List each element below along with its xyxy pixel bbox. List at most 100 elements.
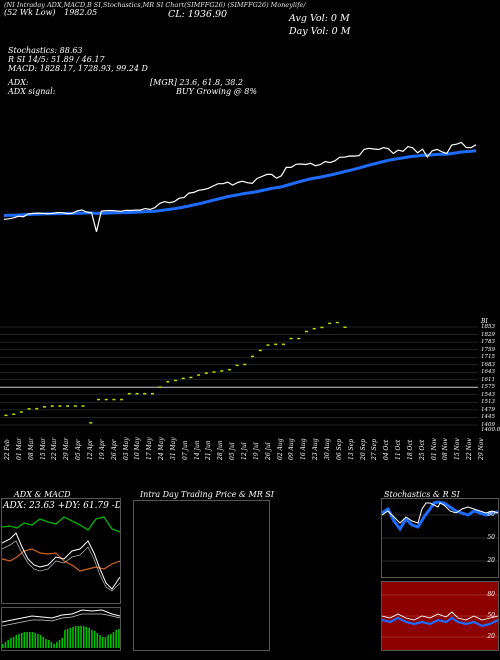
price-dot	[166, 381, 170, 383]
macd-histogram-bar	[91, 630, 93, 648]
price-scale-label: 1513	[481, 399, 495, 406]
date-tick-label: 26 Jul	[264, 442, 272, 460]
price-dot	[81, 405, 85, 407]
macd-histogram-bar	[83, 626, 85, 648]
date-tick-label: 11 Oct	[395, 439, 403, 460]
price-dot	[305, 330, 308, 333]
macd-histogram-bar	[107, 635, 109, 648]
price-dot	[112, 398, 116, 401]
macd-histogram-bar	[37, 634, 39, 648]
price-dot	[328, 322, 332, 325]
price-dot	[204, 372, 208, 374]
date-tick-label: 26 Apr	[110, 439, 118, 460]
pdi-line	[2, 516, 120, 533]
price-dot	[58, 405, 62, 407]
price-dot	[89, 422, 93, 424]
macd-histogram-bar	[93, 631, 96, 648]
macd-histogram-bar	[50, 642, 53, 648]
date-tick-label: 16 Aug	[300, 438, 308, 460]
date-tick-label: 01 Nov	[430, 438, 438, 460]
price-dot	[19, 411, 23, 413]
price-dot	[158, 386, 162, 388]
macd-histogram-bar	[58, 640, 61, 648]
date-tick-label: 30 Aug	[323, 438, 331, 460]
date-tick-label: 15 Nov	[454, 438, 462, 460]
ema-line	[3, 149, 477, 217]
date-tick-label: 01 Mar	[15, 437, 23, 460]
day-volume: Day Vol: 0 M	[289, 26, 351, 37]
price-scale-label: 1479	[481, 406, 495, 413]
date-tick-label: 06 Sep	[335, 438, 343, 460]
date-tick-label: 05 Apr	[75, 439, 83, 460]
stoch-k-line	[382, 500, 498, 532]
price-dot	[335, 321, 339, 324]
rsi-tick-80: 80	[487, 591, 495, 598]
macd-histogram-bar	[39, 635, 42, 648]
date-tick-label: 20 Sep	[359, 438, 367, 460]
top-tabs[interactable]: (NI Intraday ADX,MACD,B SI,Stochastics,M…	[4, 1, 306, 9]
date-tick-label: 29 Nov	[478, 438, 485, 460]
macd-histogram-bar	[12, 637, 15, 648]
price-dot	[297, 337, 301, 340]
price-dot	[220, 370, 224, 372]
date-tick-label: 02 Aug	[276, 438, 284, 460]
date-tick-label: 23 Aug	[312, 438, 320, 460]
price-scale-label: 1853	[481, 324, 495, 330]
price-dot	[97, 398, 100, 401]
price-scale-label: 1400.00	[481, 427, 500, 433]
macd-histogram-bar	[115, 630, 117, 648]
stoch-tick-50: 50	[487, 534, 495, 541]
macd-histogram-bar	[74, 626, 77, 648]
macd-histogram-bar	[34, 633, 36, 648]
price-dot	[266, 344, 270, 346]
date-tick-label: 07 Jun	[181, 440, 189, 460]
date-tick-label: 12 Apr	[86, 439, 94, 460]
price-dot	[320, 326, 324, 329]
close-value: CL: 1936.90	[168, 9, 228, 20]
date-tick-label: 12 Jul	[241, 442, 248, 460]
price-scale-head: BI	[481, 318, 488, 325]
price-line	[3, 141, 477, 232]
date-tick-label: 17 May	[146, 437, 154, 460]
macd-histogram-bar	[66, 629, 69, 648]
price-scale-label: 1543	[481, 391, 495, 398]
price-dot	[143, 392, 147, 395]
date-tick-label: 24 May	[158, 437, 166, 460]
stoch-tick-20: 20	[487, 557, 495, 564]
date-tick-label: 22 Nov	[466, 438, 474, 460]
macd-histogram-bar	[2, 644, 4, 648]
stoch-d-line	[382, 502, 498, 524]
price-dot	[274, 343, 278, 346]
macd-histogram-bar	[10, 638, 12, 648]
low-52wk-label: (52 Wk Low) 1982.05	[4, 8, 97, 17]
macd-histogram-bar	[47, 640, 50, 648]
price-dot	[243, 363, 247, 366]
stoch-tick-80: 80	[487, 511, 495, 518]
macd-histogram-bar	[69, 628, 72, 648]
macd-histogram-bar	[88, 628, 90, 648]
macd-histogram-bar	[31, 632, 34, 648]
stochastics-readout: Stochastics: 88.63	[8, 46, 83, 55]
macd-histogram-bar	[45, 639, 47, 648]
macd-histogram-bar	[4, 642, 7, 648]
stochastics-panel: 80 50 20	[381, 498, 499, 578]
date-tick-label: 19 Jul	[252, 442, 260, 460]
macd-histogram-bar	[64, 630, 66, 648]
date-tick-label: 15 Mar	[39, 437, 47, 460]
adx-signal-label: ADX signal:	[8, 87, 56, 96]
macd-histogram-bar	[85, 627, 88, 648]
price-scale-label: 1829	[481, 331, 495, 338]
price-dot	[312, 328, 316, 330]
low-52wk-text: (52 Wk Low)	[4, 8, 56, 17]
date-tick-label: 08 Nov	[442, 438, 450, 460]
macd-histogram-bar	[101, 637, 104, 648]
macd-histogram-bar	[72, 627, 74, 648]
macd-histogram-bar	[23, 632, 26, 648]
price-scale-label: 1643	[481, 369, 495, 376]
macd-histogram-bar	[118, 629, 120, 648]
intraday-panel	[133, 500, 270, 651]
price-scale-label: 1683	[481, 361, 495, 368]
macd-histogram-bar	[20, 633, 23, 648]
price-scale-label: 1783	[481, 339, 495, 346]
macd-panel	[1, 607, 121, 651]
